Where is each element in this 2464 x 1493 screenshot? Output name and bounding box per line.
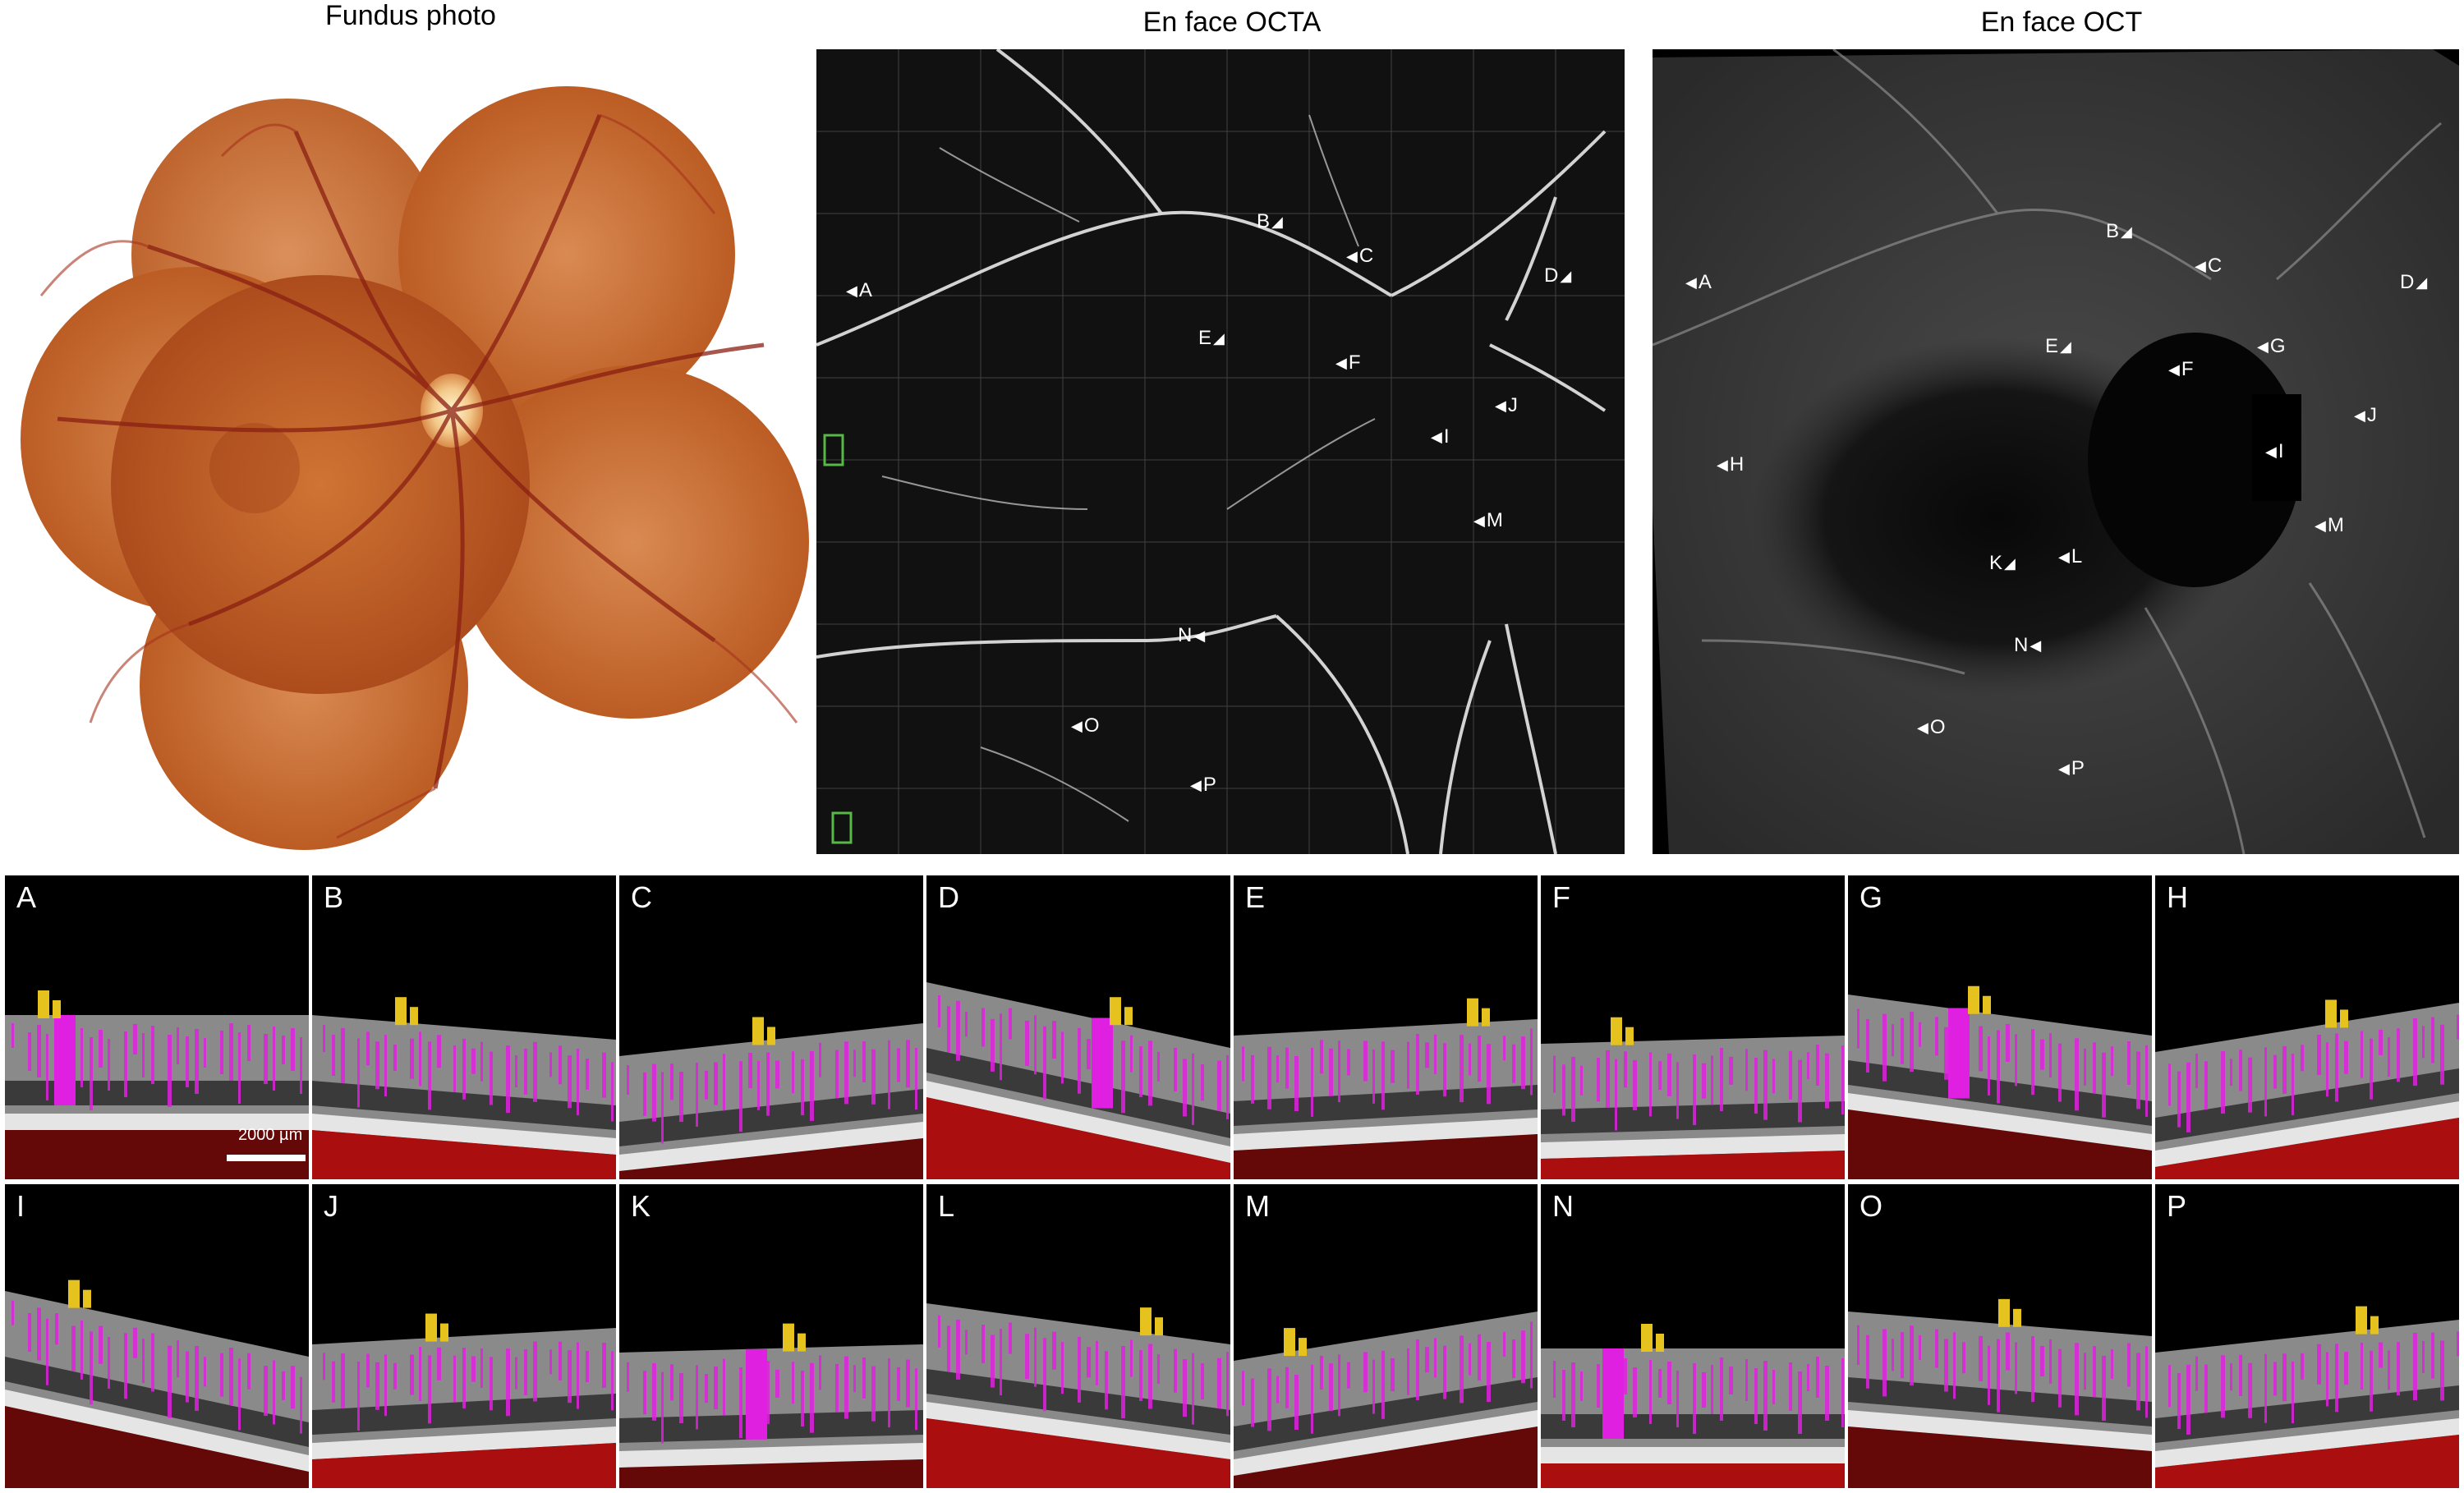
octa-marker-b: B ◢ xyxy=(1257,210,1283,232)
oct-marker-m: ◀ M xyxy=(2315,514,2344,536)
oct-marker-n: N ◀ xyxy=(2014,634,2042,656)
oct-marker-i: ◀ I xyxy=(2265,440,2284,462)
oct-title: En face OCT xyxy=(1980,7,2143,38)
bscan-label-e: E xyxy=(1245,880,1266,914)
oct-marker-p: ◀ P xyxy=(2058,757,2085,779)
fundus-title: Fundus photo xyxy=(325,0,496,31)
octa-marker-j: ◀ J xyxy=(1495,394,1518,416)
oct-marker-f: ◀ F xyxy=(2168,358,2194,380)
oct-marker-e: E ◢ xyxy=(2045,335,2071,357)
bscan-label-p: P xyxy=(2167,1189,2187,1223)
bscan-label-i: I xyxy=(16,1189,25,1223)
bscan-panel-h: H xyxy=(2155,875,2459,1179)
bscan-label-n: N xyxy=(1552,1189,1574,1223)
octa-marker-i: ◀ I xyxy=(1431,425,1450,448)
bscan-panel-p: P xyxy=(2155,1184,2459,1488)
bscan-panel-g: G xyxy=(1848,875,2152,1179)
oct-marker-j: ◀ J xyxy=(2354,404,2377,426)
bscan-panel-e: E xyxy=(1234,875,1538,1179)
bscan-label-g: G xyxy=(1859,880,1883,914)
octa-marker-e: E ◢ xyxy=(1198,327,1225,349)
bscan-label-d: D xyxy=(938,880,959,914)
octa-marker-p: ◀ P xyxy=(1190,774,1216,796)
octa-marker-n: N ◀ xyxy=(1178,624,1206,646)
bscan-panel-o: O xyxy=(1848,1184,2152,1488)
bscan-row-1: A 2000 µm B C D E F G H xyxy=(5,875,2459,1179)
octa-marker-m: ◀ M xyxy=(1473,509,1503,531)
bscan-label-m: M xyxy=(1245,1189,1270,1223)
bscan-label-b: B xyxy=(324,880,344,914)
scale-bar-label: 2000 µm xyxy=(238,1126,303,1144)
octa-marker-f: ◀ F xyxy=(1335,351,1361,374)
bscan-panel-b: B xyxy=(312,875,616,1179)
bscan-panel-d: D xyxy=(926,875,1230,1179)
fundus-photo-montage xyxy=(8,49,821,854)
bscan-panel-f: F xyxy=(1541,875,1845,1179)
bscan-panel-j: J xyxy=(312,1184,616,1488)
bscan-panel-n: N xyxy=(1541,1184,1845,1488)
fundus-field-right xyxy=(456,365,809,719)
octa-marker-d: D ◢ xyxy=(1544,264,1572,287)
oct-marker-l: ◀ L xyxy=(2058,545,2083,567)
bscan-label-k: K xyxy=(631,1189,651,1223)
oct-marker-b: B ◢ xyxy=(2106,220,2132,242)
oct-marker-a: ◀ A xyxy=(1685,271,1712,293)
bscan-label-j: J xyxy=(324,1189,338,1223)
bscan-panel-a: A 2000 µm xyxy=(5,875,309,1179)
bscan-label-o: O xyxy=(1859,1189,1883,1223)
en-face-octa-image: ◀ A B ◢ ◀ C D ◢ E ◢ ◀ F ◀ I ◀ J ◀ M N ◀ ◀ O ◀ P xyxy=(816,49,1625,854)
oct-marker-k: K ◢ xyxy=(1989,552,2016,574)
oct-marker-c: ◀ C xyxy=(2195,255,2223,277)
bscan-panel-i: I xyxy=(5,1184,309,1488)
dark-lesion xyxy=(2088,333,2301,587)
bscan-label-a: A xyxy=(16,880,37,914)
scale-bar xyxy=(227,1155,306,1161)
oct-marker-g: ◀ G xyxy=(2257,335,2286,357)
bscan-label-l: L xyxy=(938,1189,955,1223)
bscan-panel-l: L xyxy=(926,1184,1230,1488)
bscan-panel-c: C xyxy=(619,875,923,1179)
bscan-row-2: I J K L M N O P xyxy=(5,1184,2459,1488)
bscan-panel-k: K xyxy=(619,1184,923,1488)
bscan-label-h: H xyxy=(2167,880,2188,914)
fundus-macula xyxy=(209,423,300,513)
oct-marker-d: D ◢ xyxy=(2400,271,2428,293)
octa-marker-a: ◀ A xyxy=(846,279,872,301)
en-face-oct-image: ◀ A B ◢ ◀ C D ◢ E ◢ ◀ F ◀ G ◀ H ◀ I ◀ J K ◢ ◀ L ◀ M N… xyxy=(1653,49,2459,854)
oct-marker-o: ◀ O xyxy=(1917,716,1946,738)
octa-title: En face OCTA xyxy=(1142,7,1322,38)
bscan-label-f: F xyxy=(1552,880,1570,914)
bscan-panel-m: M xyxy=(1234,1184,1538,1488)
octa-marker-c: ◀ C xyxy=(1346,245,1374,267)
oct-marker-h: ◀ H xyxy=(1717,453,1745,475)
octa-marker-o: ◀ O xyxy=(1071,714,1100,737)
fundus-field-top-right xyxy=(398,86,735,423)
bscan-label-c: C xyxy=(631,880,652,914)
